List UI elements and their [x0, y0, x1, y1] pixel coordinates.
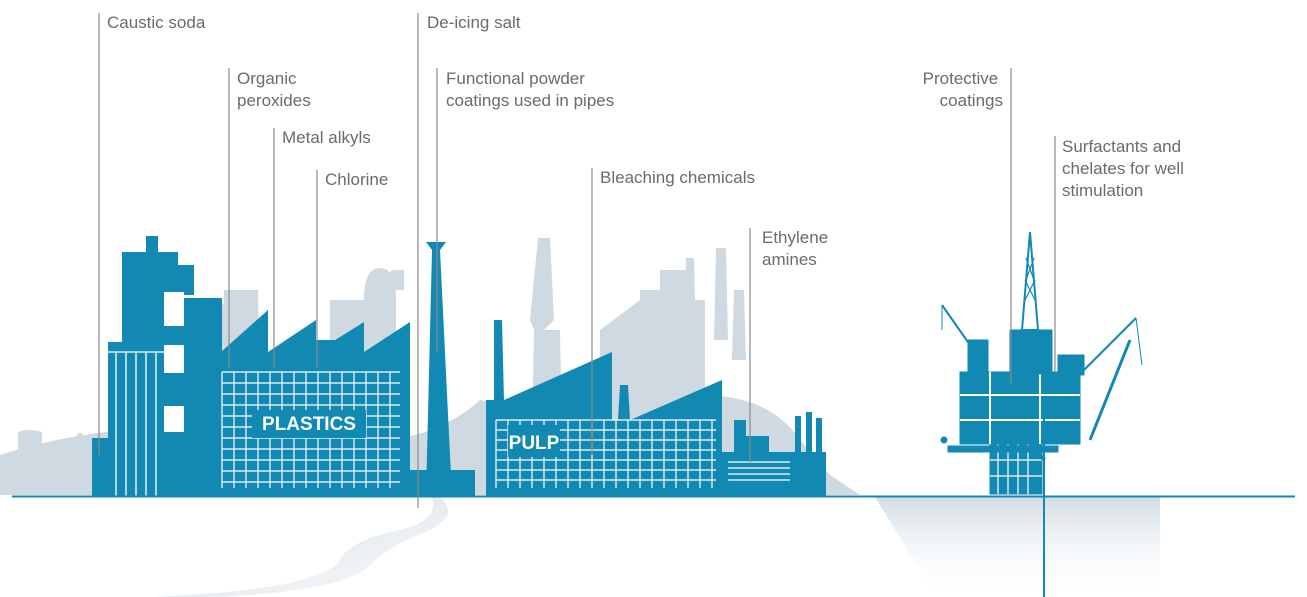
label-ethylene-amines: Ethylene amines: [762, 228, 833, 269]
pulp-mill: PULP: [486, 320, 722, 496]
amines-plant: [722, 412, 826, 496]
pulp-sign: PULP: [509, 433, 560, 454]
plastics-factory: PLASTICS: [212, 310, 410, 496]
label-organic-peroxides: Organic peroxides: [237, 69, 311, 110]
callout-labels: Caustic soda Organic peroxides Metal alk…: [107, 13, 1189, 269]
label-bleaching-chemicals: Bleaching chemicals: [600, 168, 755, 187]
label-chlorine: Chlorine: [325, 170, 388, 189]
ground-reflection: [875, 497, 1160, 595]
label-metal-alkyls: Metal alkyls: [282, 128, 371, 147]
label-deicing-salt: De-icing salt: [427, 13, 521, 32]
offshore-platform: [940, 231, 1143, 495]
label-surfactants: Surfactants and chelates for well stimul…: [1062, 137, 1189, 200]
label-powder-coatings: Functional powder coatings used in pipes: [446, 69, 614, 110]
leader-lines: [98, 13, 1056, 508]
label-caustic-soda: Caustic soda: [107, 13, 206, 32]
label-protective-coatings: Protective coatings: [923, 69, 1003, 110]
chimney: [405, 242, 475, 496]
plastics-sign: PLASTICS: [262, 414, 356, 435]
road: [150, 497, 448, 597]
chemical-plant: [92, 236, 222, 496]
